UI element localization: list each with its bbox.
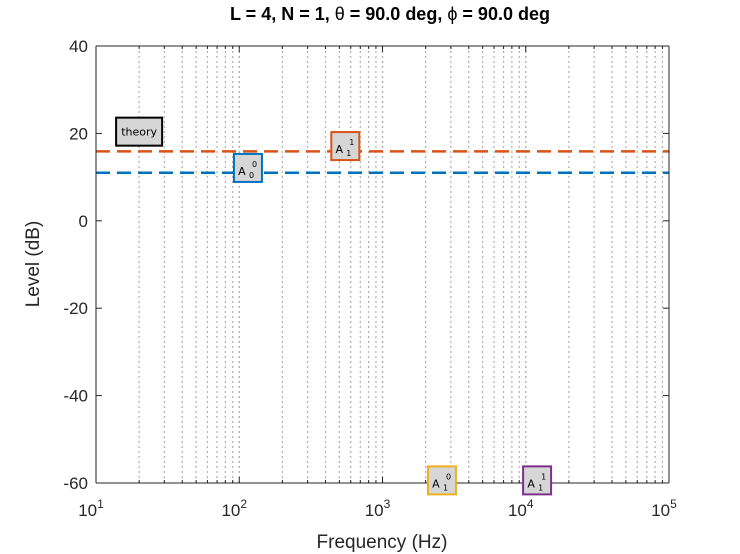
x-axis-label: Frequency (Hz) [317,532,448,553]
annotation-subscript: 1 [538,483,543,492]
grid [96,46,669,483]
annotation-superscript: 0 [252,160,257,169]
annotation-label: A [336,143,344,156]
x-tick-label: 105 [651,497,677,520]
annotation-4: A1 1 [522,465,553,496]
y-tick-label: 20 [69,124,88,143]
annotation-subscript: 0 [249,171,254,180]
annotation-1: A0 0 [232,152,263,183]
x-tick-label: 103 [365,497,391,520]
annotation-3: A0 1 [426,465,457,496]
annotation-box [232,152,263,183]
annotation-box [426,465,457,496]
y-tick-label: 40 [69,37,88,56]
y-tick-label: 0 [79,212,88,231]
annotation-box [522,465,553,496]
y-tick-label: -20 [63,299,88,318]
annotation-box [115,116,164,147]
y-tick-label: -60 [63,474,88,493]
annotation-superscript: 1 [541,472,546,481]
series-group [96,150,669,174]
annotation-label: A [432,477,440,490]
plot-area [96,46,669,483]
annotation-subscript: 1 [443,483,448,492]
chart-title: L = 4, N = 1, θ = 90.0 deg, ϕ = 90.0 deg [230,4,550,24]
annotation-label: theory [121,126,157,139]
annotation-2: A1 1 [330,131,361,162]
annotation-box [330,131,361,162]
annotation-label: A [238,165,246,178]
annotation-0: theory [115,116,164,147]
annotation-superscript: 0 [446,472,451,481]
x-tick-label: 102 [221,497,247,520]
y-tick-label: -40 [63,387,88,406]
x-tick-label: 101 [78,497,104,520]
y-axis-label: Level (dB) [23,221,44,308]
annotation-subscript: 1 [346,149,351,158]
annotation-label: A [527,477,535,490]
x-tick-label: 104 [508,497,534,520]
annotation-superscript: 1 [349,138,354,147]
